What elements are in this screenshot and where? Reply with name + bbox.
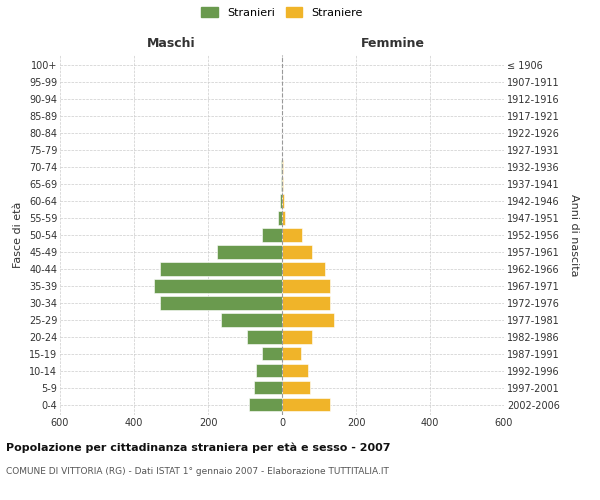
- Bar: [278, 212, 282, 224]
- Bar: [281, 178, 282, 190]
- Bar: [282, 364, 308, 378]
- Text: Maschi: Maschi: [146, 37, 196, 50]
- Legend: Stranieri, Straniere: Stranieri, Straniere: [197, 3, 367, 22]
- Text: COMUNE DI VITTORIA (RG) - Dati ISTAT 1° gennaio 2007 - Elaborazione TUTTITALIA.I: COMUNE DI VITTORIA (RG) - Dati ISTAT 1° …: [6, 468, 389, 476]
- Bar: [160, 296, 282, 310]
- Bar: [160, 262, 282, 276]
- Bar: [282, 178, 283, 190]
- Bar: [282, 246, 311, 258]
- Bar: [247, 330, 282, 344]
- Bar: [282, 347, 301, 360]
- Bar: [262, 228, 282, 241]
- Bar: [282, 330, 311, 344]
- Bar: [282, 194, 284, 207]
- Bar: [282, 381, 310, 394]
- Bar: [280, 194, 282, 207]
- Bar: [282, 314, 334, 326]
- Bar: [281, 160, 282, 173]
- Bar: [282, 280, 330, 292]
- Bar: [282, 228, 302, 241]
- Bar: [249, 398, 282, 411]
- Bar: [282, 212, 285, 224]
- Bar: [154, 280, 282, 292]
- Bar: [221, 314, 282, 326]
- Bar: [217, 246, 282, 258]
- Bar: [254, 381, 282, 394]
- Y-axis label: Fasce di età: Fasce di età: [13, 202, 23, 268]
- Bar: [262, 347, 282, 360]
- Bar: [282, 262, 325, 276]
- Text: Popolazione per cittadinanza straniera per età e sesso - 2007: Popolazione per cittadinanza straniera p…: [6, 442, 391, 453]
- Bar: [256, 364, 282, 378]
- Bar: [282, 296, 330, 310]
- Y-axis label: Anni di nascita: Anni di nascita: [569, 194, 579, 276]
- Bar: [282, 160, 283, 173]
- Text: Femmine: Femmine: [361, 37, 425, 50]
- Bar: [282, 398, 330, 411]
